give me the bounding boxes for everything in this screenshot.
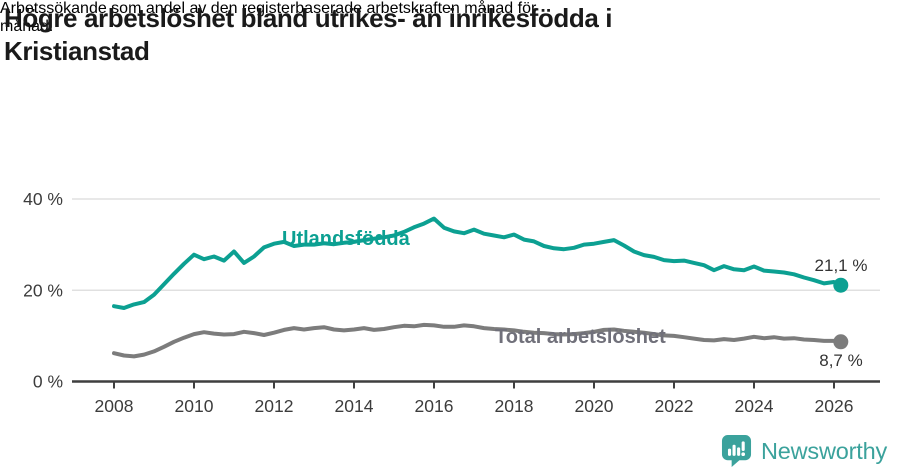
series-end-value-label: 21,1 % (815, 256, 868, 275)
x-axis-label: 2020 (575, 396, 614, 416)
x-axis-label: 2024 (735, 396, 774, 416)
line-chart: 2008 2010 2012 2014 2016 2018 2020 2022 2024 2026… (23, 189, 880, 416)
chart-subtitle-line-1: Arbetssökande som andel av den registerb… (0, 0, 537, 17)
series-end-value-label: 8,7 % (819, 351, 862, 370)
newsworthy-logo-icon (721, 435, 752, 467)
series-inline-label: Utlandsfödda (282, 228, 411, 250)
x-axis-label: 2018 (495, 396, 534, 416)
x-axis-label: 2008 (95, 396, 134, 416)
footer-brand: Newsworthy (721, 434, 887, 468)
page-title: Högre arbetslöshet bland utrikes- än inr… (4, 2, 612, 68)
x-axis-label: 2014 (335, 396, 374, 416)
y-axis-label: 40 % (23, 189, 63, 209)
y-axis-label: 0 % (33, 372, 63, 392)
series-line-total-arbetsloshet (112, 322, 843, 359)
page-title-line-2: Kristianstad (4, 36, 150, 66)
y-axis-label: 20 % (23, 280, 63, 300)
series-end-dot (833, 277, 849, 293)
x-axis-label: 2010 (175, 396, 214, 416)
x-axis-label: 2012 (255, 396, 294, 416)
series-line-utlandsfodda (112, 216, 843, 310)
series-end-dot (833, 334, 849, 350)
x-axis-label: 2026 (815, 396, 854, 416)
newsworthy-wordmark: Newsworthy (761, 437, 887, 464)
series-inline-label: Total arbetslöshet (495, 326, 666, 348)
x-axis-label: 2016 (415, 396, 454, 416)
chart-subtitle-line-2: månad. (0, 18, 54, 35)
x-axis-label: 2022 (655, 396, 694, 416)
page-title-line-1: Högre arbetslöshet bland utrikes- än inr… (4, 3, 613, 33)
